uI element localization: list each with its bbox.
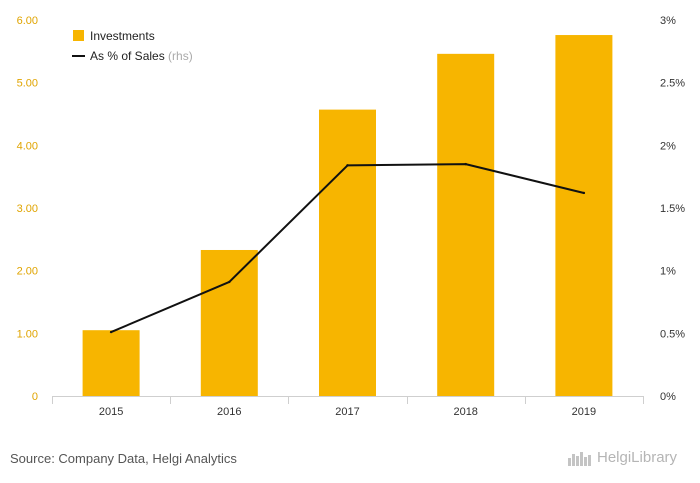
line-point (109, 330, 113, 334)
legend-label-as-pct-of-sales: As % of Sales (rhs) (90, 49, 193, 63)
line-point (228, 280, 231, 284)
line-point (464, 162, 467, 166)
y-left-tick-label: 5.00 (17, 78, 38, 90)
y-right-tick-label: 1% (660, 266, 676, 278)
legend-rhs-suffix: (rhs) (168, 49, 193, 63)
x-tick-label: 2019 (572, 406, 596, 418)
y-right-tick-label: 3% (660, 15, 676, 27)
helgi-library-logo: HelgiLibrary (567, 449, 677, 466)
x-tick-label: 2015 (99, 406, 123, 418)
legend-swatch-investments (73, 30, 84, 41)
source-note: Source: Company Data, Helgi Analytics (10, 451, 237, 466)
bar-investments (437, 53, 495, 397)
y-left-tick-label: 1.00 (17, 328, 38, 340)
city-skyline-icon (568, 451, 591, 466)
combo-chart: 0 1.00 2.00 3.00 4.00 5.00 6.00 0% 0.5% 1% 1.5% 2% 2… (17, 15, 686, 418)
y-left-tick-label: 3.00 (17, 203, 38, 215)
legend-label-investments: Investments (90, 29, 155, 43)
y-right-tick-label: 0% (660, 391, 676, 403)
x-tick-label: 2018 (453, 406, 477, 418)
bar-investments (555, 35, 613, 396)
bar-investments (200, 249, 258, 396)
y-left-tick-label: 2.00 (17, 266, 38, 278)
line-point (582, 191, 586, 195)
y-left-tick-label: 6.00 (17, 15, 38, 27)
y-right-tick-label: 0.5% (660, 328, 685, 340)
x-tick-label: 2017 (335, 406, 359, 418)
bar-investments (82, 330, 140, 396)
y-left-tick-label: 0 (32, 391, 38, 403)
bar-investments (319, 109, 376, 396)
logo-text: HelgiLibrary (597, 449, 678, 466)
y-right-tick-label: 1.5% (660, 203, 685, 215)
y-right-tick-label: 2.5% (660, 78, 685, 90)
y-left-tick-label: 4.00 (17, 140, 38, 152)
y-right-tick-label: 2% (660, 140, 676, 152)
x-tick-label: 2016 (217, 406, 241, 418)
line-point (346, 164, 349, 167)
